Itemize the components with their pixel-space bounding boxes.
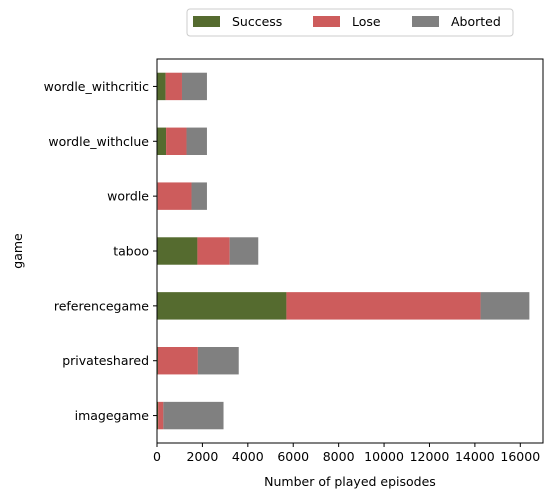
x-tick-label: 4000 (232, 449, 264, 464)
legend-swatch-lose (313, 16, 340, 27)
bar-referencegame-aborted (481, 292, 530, 319)
bar-wordle-aborted (192, 182, 207, 209)
bar-imagegame-aborted (163, 402, 223, 429)
legend-label-lose: Lose (352, 14, 381, 29)
y-tick-label-wordle-withclue: wordle_withclue (48, 134, 149, 149)
bar-wordle-withclue-aborted (187, 128, 207, 155)
bar-taboo-success (157, 237, 197, 264)
legend-swatch-success (193, 16, 220, 27)
y-axis: imagegame privateshared referencegame taboo… (44, 79, 157, 423)
x-axis-label: Number of played episodes (264, 474, 436, 489)
x-tick-label: 10000 (364, 449, 404, 464)
bar-wordle-withcritic-lose (166, 73, 182, 100)
y-tick-label-wordle-withcritic: wordle_withcritic (44, 79, 150, 94)
x-tick-label: 16000 (500, 449, 540, 464)
y-tick-label-wordle: wordle (107, 189, 149, 204)
bar-wordle-withcritic-success (157, 73, 166, 100)
x-axis: 0 2000 4000 6000 8000 10000 12000 14000 16000 (153, 443, 540, 464)
x-tick-label: 8000 (323, 449, 355, 464)
bar-wordle-withcritic-aborted (182, 73, 207, 100)
x-tick-label: 0 (153, 449, 161, 464)
bar-referencegame-lose (286, 292, 480, 319)
bar-wordle-withclue-success (157, 128, 166, 155)
legend: Success Lose Aborted (187, 9, 513, 36)
y-tick-label-privateshared: privateshared (62, 353, 149, 368)
bar-privateshared-lose (158, 347, 198, 374)
bar-referencegame-success (157, 292, 286, 319)
x-tick-label: 14000 (455, 449, 495, 464)
bar-privateshared-aborted (198, 347, 239, 374)
legend-label-aborted: Aborted (451, 14, 501, 29)
bar-taboo-lose (197, 237, 229, 264)
bar-taboo-aborted (230, 237, 259, 264)
legend-label-success: Success (232, 14, 282, 29)
bars (157, 73, 529, 430)
bar-imagegame-lose (158, 402, 163, 429)
bar-wordle-withclue-lose (166, 128, 186, 155)
bar-wordle-lose (158, 182, 192, 209)
y-axis-label: game (10, 233, 25, 269)
x-tick-label: 2000 (187, 449, 219, 464)
y-tick-label-imagegame: imagegame (75, 408, 150, 423)
x-tick-label: 6000 (277, 449, 309, 464)
x-tick-label: 12000 (410, 449, 450, 464)
y-tick-label-referencegame: referencegame (54, 298, 149, 313)
y-tick-label-taboo: taboo (113, 244, 149, 259)
legend-swatch-aborted (412, 16, 439, 27)
